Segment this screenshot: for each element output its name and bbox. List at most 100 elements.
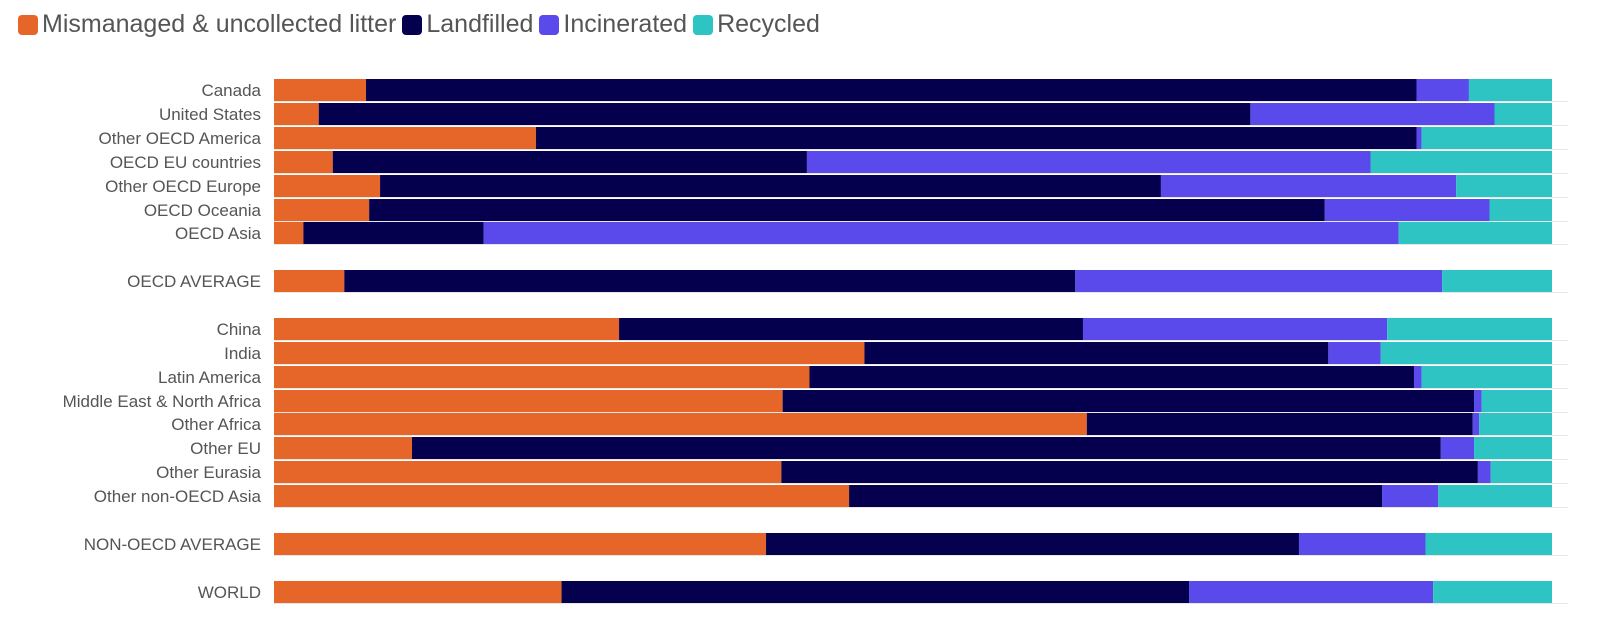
bar-other-eurasia-recycled[interactable] bbox=[1490, 461, 1552, 483]
legend-item-mismanaged[interactable]: Mismanaged & uncollected litter bbox=[18, 10, 396, 39]
legend-item-incinerated[interactable]: Incinerated bbox=[539, 10, 687, 39]
bar-other-eurasia-incinerated[interactable] bbox=[1477, 461, 1491, 483]
bar-oecd-eu-countries-landfilled[interactable] bbox=[332, 151, 807, 173]
legend-label-mismanaged: Mismanaged & uncollected litter bbox=[42, 10, 397, 38]
bar-oecd-average-recycled[interactable] bbox=[1442, 270, 1552, 292]
bar-other-africa-landfilled[interactable] bbox=[1086, 413, 1473, 435]
bar-other-eurasia-mismanaged-and-uncollected-litter[interactable] bbox=[274, 461, 782, 483]
bar-other-eu-incinerated[interactable] bbox=[1440, 437, 1475, 459]
legend-label-incinerated: Incinerated bbox=[563, 10, 688, 38]
bar-middle-east-and-north-africa-mismanaged-and-uncollected-litter[interactable] bbox=[274, 390, 783, 412]
bar-canada-incinerated[interactable] bbox=[1416, 79, 1469, 101]
bar-latin-america-landfilled[interactable] bbox=[809, 366, 1414, 388]
category-label-other-oecd-europe: Other OECD Europe bbox=[105, 177, 261, 196]
bar-other-non-oecd-asia-mismanaged-and-uncollected-litter[interactable] bbox=[274, 485, 850, 507]
bar-other-oecd-america-mismanaged-and-uncollected-litter[interactable] bbox=[274, 127, 536, 149]
legend-swatch-recycled bbox=[693, 14, 714, 35]
bar-oecd-average-mismanaged-and-uncollected-litter[interactable] bbox=[274, 270, 345, 292]
bar-world-landfilled[interactable] bbox=[561, 581, 1190, 603]
bar-latin-america-recycled[interactable] bbox=[1421, 366, 1552, 388]
bar-canada-landfilled[interactable] bbox=[366, 79, 1417, 101]
bar-world-recycled[interactable] bbox=[1433, 581, 1552, 603]
legend-swatch-landfilled bbox=[402, 14, 423, 35]
category-label-united-states: United States bbox=[159, 105, 261, 124]
bar-oecd-average-incinerated[interactable] bbox=[1075, 270, 1443, 292]
bar-india-landfilled[interactable] bbox=[864, 342, 1329, 364]
bar-middle-east-and-north-africa-incinerated[interactable] bbox=[1474, 390, 1482, 412]
bar-canada-mismanaged-and-uncollected-litter[interactable] bbox=[274, 79, 367, 101]
bar-india-incinerated[interactable] bbox=[1328, 342, 1381, 364]
bar-oecd-average-landfilled[interactable] bbox=[344, 270, 1076, 292]
bar-oecd-eu-countries-incinerated[interactable] bbox=[806, 151, 1371, 173]
bar-world-mismanaged-and-uncollected-litter[interactable] bbox=[274, 581, 562, 603]
bar-non-oecd-average-incinerated[interactable] bbox=[1298, 533, 1426, 555]
bar-united-states-recycled[interactable] bbox=[1494, 103, 1552, 125]
bar-china-recycled[interactable] bbox=[1387, 318, 1552, 340]
bar-canada-recycled[interactable] bbox=[1468, 79, 1552, 101]
legend-item-recycled[interactable]: Recycled bbox=[693, 10, 820, 39]
category-label-oecd-oceania: OECD Oceania bbox=[144, 201, 262, 220]
category-label-canada: Canada bbox=[201, 81, 261, 100]
bar-other-non-oecd-asia-incinerated[interactable] bbox=[1382, 485, 1439, 507]
bar-oecd-oceania-recycled[interactable] bbox=[1489, 199, 1552, 221]
bar-china-mismanaged-and-uncollected-litter[interactable] bbox=[274, 318, 620, 340]
legend-item-landfilled[interactable]: Landfilled bbox=[402, 10, 533, 39]
bar-other-oecd-europe-recycled[interactable] bbox=[1456, 175, 1552, 197]
category-label-other-eu: Other EU bbox=[190, 439, 261, 458]
bar-non-oecd-average-mismanaged-and-uncollected-litter[interactable] bbox=[274, 533, 767, 555]
bar-other-eu-recycled[interactable] bbox=[1474, 437, 1552, 459]
bar-other-oecd-america-incinerated[interactable] bbox=[1416, 127, 1422, 149]
bar-other-africa-mismanaged-and-uncollected-litter[interactable] bbox=[274, 413, 1087, 435]
bar-other-oecd-europe-mismanaged-and-uncollected-litter[interactable] bbox=[274, 175, 381, 197]
bar-other-non-oecd-asia-landfilled[interactable] bbox=[849, 485, 1383, 507]
legend-label-recycled: Recycled bbox=[717, 10, 820, 38]
bar-oecd-eu-countries-mismanaged-and-uncollected-litter[interactable] bbox=[274, 151, 333, 173]
bar-other-africa-recycled[interactable] bbox=[1479, 413, 1552, 435]
bar-other-non-oecd-asia-recycled[interactable] bbox=[1438, 485, 1552, 507]
category-label-other-africa: Other Africa bbox=[171, 415, 261, 434]
bar-united-states-mismanaged-and-uncollected-litter[interactable] bbox=[274, 103, 319, 125]
bar-china-landfilled[interactable] bbox=[619, 318, 1083, 340]
bar-oecd-asia-recycled[interactable] bbox=[1398, 222, 1552, 244]
bar-other-eu-mismanaged-and-uncollected-litter[interactable] bbox=[274, 437, 413, 459]
legend-swatch-mismanaged bbox=[18, 14, 38, 35]
legend: Mismanaged & uncollected litter Landfill… bbox=[18, 10, 826, 39]
bar-non-oecd-average-recycled[interactable] bbox=[1425, 533, 1552, 555]
bar-other-oecd-europe-landfilled[interactable] bbox=[380, 175, 1161, 197]
legend-swatch-incinerated bbox=[539, 14, 560, 35]
bar-oecd-eu-countries-recycled[interactable] bbox=[1370, 151, 1552, 173]
bar-latin-america-mismanaged-and-uncollected-litter[interactable] bbox=[274, 366, 810, 388]
bar-other-eu-landfilled[interactable] bbox=[412, 437, 1441, 459]
bar-latin-america-incinerated[interactable] bbox=[1413, 366, 1422, 388]
bar-world-incinerated[interactable] bbox=[1189, 581, 1434, 603]
bar-non-oecd-average-landfilled[interactable] bbox=[766, 533, 1299, 555]
category-label-oecd-eu-countries: OECD EU countries bbox=[110, 153, 261, 172]
category-label-non-oecd-average: NON-OECD AVERAGE bbox=[84, 535, 261, 554]
bar-united-states-incinerated[interactable] bbox=[1250, 103, 1495, 125]
bar-middle-east-and-north-africa-recycled[interactable] bbox=[1481, 390, 1552, 412]
legend-label-landfilled: Landfilled bbox=[426, 10, 534, 38]
bar-other-africa-incinerated[interactable] bbox=[1472, 413, 1480, 435]
category-label-other-non-oecd-asia: Other non-OECD Asia bbox=[94, 487, 262, 506]
bar-oecd-asia-landfilled[interactable] bbox=[303, 222, 484, 244]
bar-india-recycled[interactable] bbox=[1380, 342, 1552, 364]
category-label-other-eurasia: Other Eurasia bbox=[156, 463, 261, 482]
bar-oecd-asia-mismanaged-and-uncollected-litter[interactable] bbox=[274, 222, 304, 244]
category-label-world: WORLD bbox=[198, 583, 261, 602]
bar-oecd-oceania-incinerated[interactable] bbox=[1324, 199, 1490, 221]
bar-middle-east-and-north-africa-landfilled[interactable] bbox=[782, 390, 1475, 412]
bar-other-oecd-europe-incinerated[interactable] bbox=[1160, 175, 1457, 197]
bar-india-mismanaged-and-uncollected-litter[interactable] bbox=[274, 342, 865, 364]
bar-other-eurasia-landfilled[interactable] bbox=[781, 461, 1478, 483]
bar-other-oecd-america-recycled[interactable] bbox=[1421, 127, 1552, 149]
category-label-china: China bbox=[217, 320, 262, 339]
bar-other-oecd-america-landfilled[interactable] bbox=[535, 127, 1417, 149]
bar-china-incinerated[interactable] bbox=[1082, 318, 1388, 340]
bar-united-states-landfilled[interactable] bbox=[318, 103, 1251, 125]
bar-oecd-oceania-mismanaged-and-uncollected-litter[interactable] bbox=[274, 199, 370, 221]
category-label-oecd-average: OECD AVERAGE bbox=[127, 272, 261, 291]
category-label-other-oecd-america: Other OECD America bbox=[99, 129, 262, 148]
bar-oecd-asia-incinerated[interactable] bbox=[483, 222, 1399, 244]
bar-oecd-oceania-landfilled[interactable] bbox=[369, 199, 1325, 221]
